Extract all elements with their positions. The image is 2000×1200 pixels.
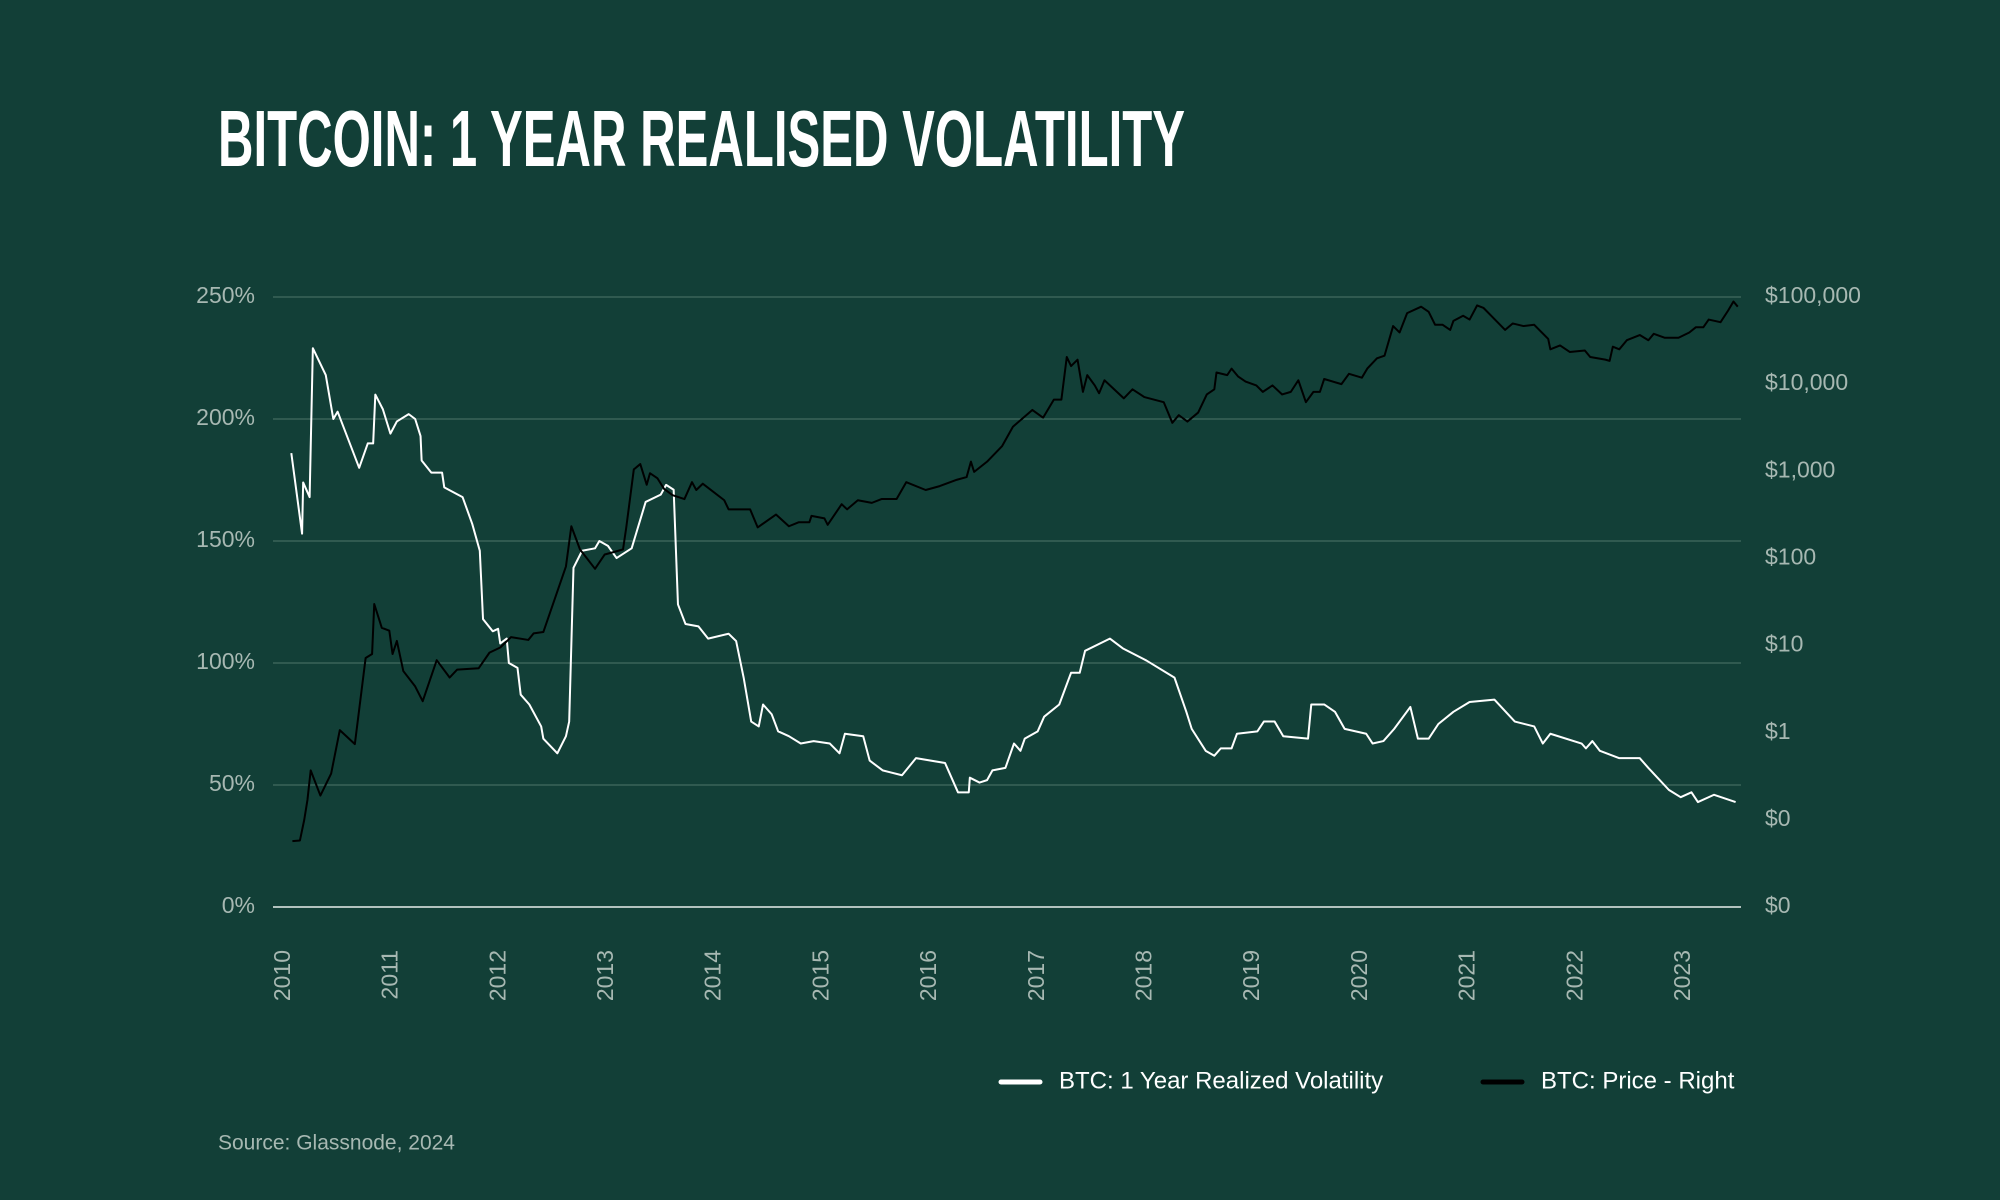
y2-tick-label: $10,000: [1765, 369, 1848, 395]
x-tick-label: 2022: [1561, 950, 1587, 1001]
x-tick-label: 2010: [269, 950, 295, 1001]
legend-label: BTC: 1 Year Realized Volatility: [1059, 1067, 1383, 1094]
y-tick-label: 50%: [209, 770, 255, 796]
y2-tick-label: $1: [1765, 718, 1791, 744]
series-line: [290, 347, 1736, 804]
x-tick-label: 2014: [700, 950, 726, 1001]
x-tick-label: 2023: [1669, 950, 1695, 1001]
y2-tick-label: $100,000: [1765, 282, 1861, 308]
y-tick-label: 150%: [196, 526, 255, 552]
y2-tick-label: $0: [1765, 805, 1791, 831]
y-tick-label: 0%: [222, 892, 255, 918]
y-tick-label: 200%: [196, 404, 255, 430]
source-note: Source: Glassnode, 2024: [218, 1132, 455, 1155]
x-tick-label: 2015: [807, 950, 833, 1001]
x-tick-label: 2020: [1346, 950, 1372, 1001]
series-line: [292, 300, 1739, 843]
y-tick-label: 100%: [196, 648, 255, 674]
x-tick-label: 2019: [1238, 950, 1264, 1001]
y2-tick-label: $0: [1765, 892, 1791, 918]
y2-tick-label: $100: [1765, 544, 1816, 570]
x-tick-label: 2017: [1023, 950, 1049, 1001]
x-tick-label: 2011: [377, 950, 403, 999]
y-tick-label: 250%: [196, 282, 255, 308]
y2-tick-label: $1,000: [1765, 456, 1835, 482]
x-tick-label: 2021: [1454, 950, 1480, 1001]
x-tick-label: 2013: [592, 950, 618, 1001]
x-tick-label: 2016: [915, 950, 941, 1001]
legend-label: BTC: Price - Right: [1541, 1067, 1735, 1094]
chart-title: BITCOIN: 1 YEAR REALISED VOLATILITY: [218, 94, 1185, 183]
x-tick-label: 2012: [484, 950, 510, 1001]
x-tick-label: 2018: [1130, 950, 1156, 1001]
y2-tick-label: $10: [1765, 631, 1803, 657]
